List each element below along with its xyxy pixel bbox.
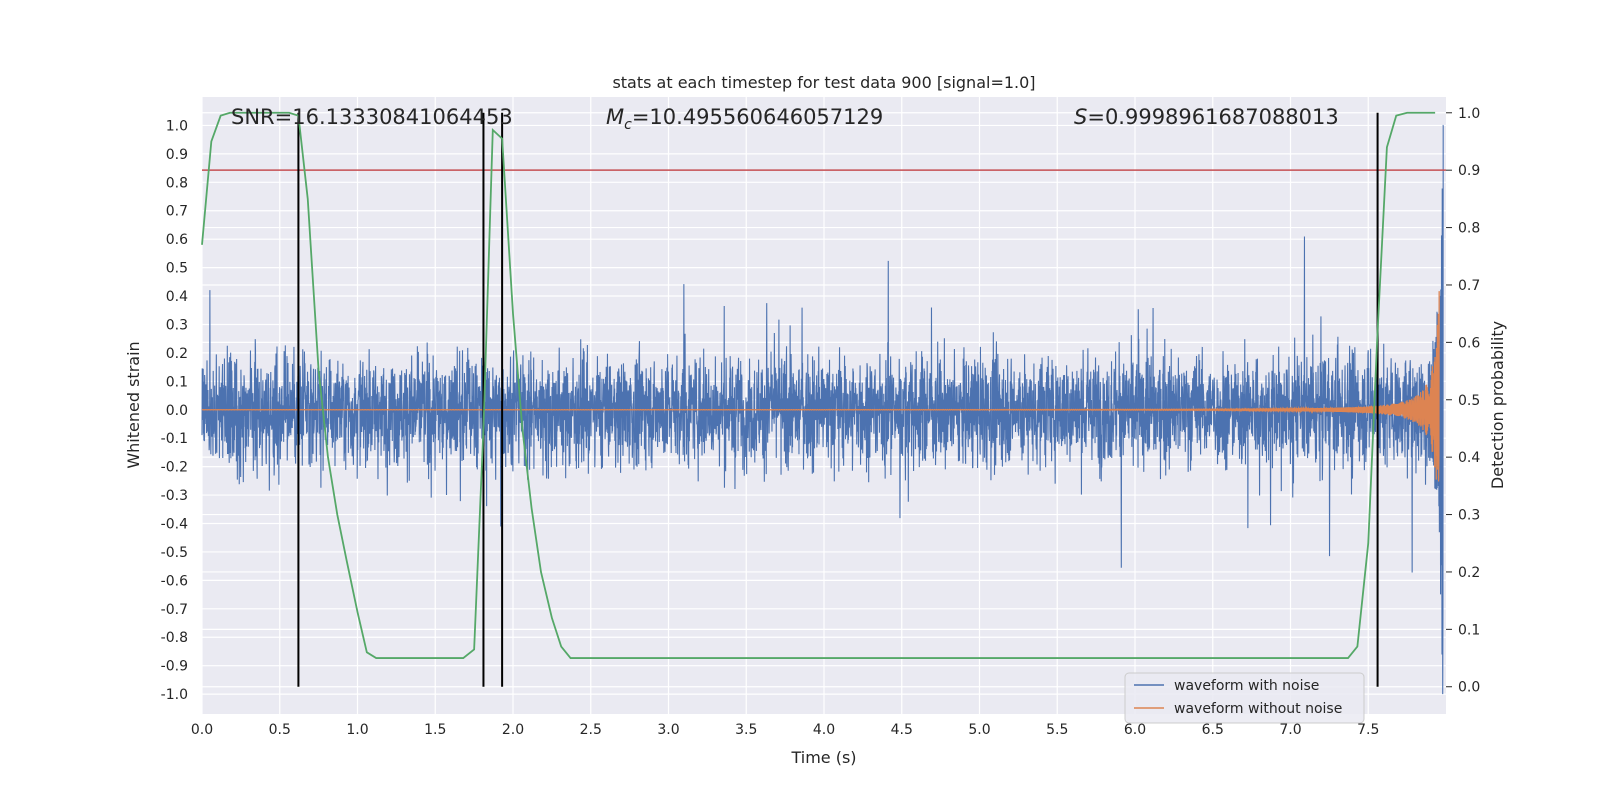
x-tick-label: 4.5 xyxy=(891,722,913,738)
chart-title: stats at each timestep for test data 900… xyxy=(612,73,1035,92)
y2-tick-label: 0.7 xyxy=(1458,278,1480,294)
y-tick-label: -0.5 xyxy=(161,545,188,561)
chirp-mass-annotation: Mc=10.495560646057129 xyxy=(606,105,883,133)
x-tick-label: 0.0 xyxy=(191,722,213,738)
detection-probability-line xyxy=(201,111,1436,659)
y-tick-label: 1.0 xyxy=(166,118,188,134)
x-tick-label: 6.5 xyxy=(1202,722,1224,738)
y-tick-label: 0.0 xyxy=(166,403,188,419)
y-tick-label: 0.2 xyxy=(166,346,188,362)
x-tick-label: 1.5 xyxy=(424,722,446,738)
y2-tick-label: 0.9 xyxy=(1458,163,1480,179)
y2-tick-label: 0.1 xyxy=(1458,622,1480,638)
y2-axis-label: Detection probability xyxy=(1488,321,1507,489)
y-tick-label: -0.7 xyxy=(161,602,188,618)
y2-tick-label: 0.4 xyxy=(1458,450,1480,466)
y-tick-label: -0.2 xyxy=(161,460,188,476)
legend: waveform with noise waveform without noi… xyxy=(1124,672,1365,724)
x-tick-label: 5.0 xyxy=(968,722,990,738)
legend-label-clean: waveform without noise xyxy=(1174,701,1342,717)
x-tick-label: 5.5 xyxy=(1046,722,1068,738)
x-tick-label: 0.5 xyxy=(269,722,291,738)
y2-tick-label: 0.0 xyxy=(1458,680,1480,696)
y-tick-label: -1.0 xyxy=(161,687,188,703)
y-tick-label: -0.1 xyxy=(161,431,188,447)
x-tick-label: 6.0 xyxy=(1124,722,1146,738)
significance-annotation: S=0.9998961687088013 xyxy=(1074,105,1339,129)
y-tick-label: 0.9 xyxy=(166,147,188,163)
y2-axis-ticks: 1.0 0.9 0.8 0.7 0.6 0.5 0.4 0.3 0.2 0.1 0.0 xyxy=(1446,106,1480,696)
y-tick-label: -0.8 xyxy=(161,630,188,646)
y-tick-label: -0.6 xyxy=(161,573,188,589)
legend-box xyxy=(1124,672,1365,724)
overlay-lines xyxy=(201,111,1446,687)
y-axis-ticks: 1.0 0.9 0.8 0.7 0.6 0.5 0.4 0.3 0.2 0.1 0.0 -0.1 -0.… xyxy=(161,118,188,703)
y2-tick-label: 0.3 xyxy=(1458,508,1480,524)
y2-tick-label: 0.2 xyxy=(1458,565,1480,581)
y-tick-label: 0.3 xyxy=(166,317,188,333)
x-tick-label: 7.0 xyxy=(1279,722,1301,738)
y-tick-label: -0.3 xyxy=(161,488,188,504)
waveform-with-noise-series xyxy=(201,124,1444,695)
y-tick-label: -0.4 xyxy=(161,516,188,532)
waveform-without-noise-series xyxy=(201,291,1440,482)
y2-tick-label: 0.5 xyxy=(1458,393,1480,409)
y2-tick-label: 0.6 xyxy=(1458,335,1480,351)
noise-waveform-line xyxy=(201,124,1444,695)
x-tick-label: 2.0 xyxy=(502,722,524,738)
x-tick-label: 2.5 xyxy=(580,722,602,738)
legend-label-noise: waveform with noise xyxy=(1174,678,1319,694)
y-tick-label: 0.1 xyxy=(166,374,188,390)
x-tick-label: 3.5 xyxy=(735,722,757,738)
x-axis-ticks: 0.0 0.5 1.0 1.5 2.0 2.5 3.0 3.5 4.0 4.5 5.0 5.5 6.0 6… xyxy=(191,722,1380,738)
y-tick-label: 0.6 xyxy=(166,232,188,248)
x-axis-label: Time (s) xyxy=(790,748,856,767)
y-tick-label: 0.8 xyxy=(166,175,188,191)
y-axis-label: Whitened strain xyxy=(124,341,143,468)
y-tick-label: 0.5 xyxy=(166,261,188,277)
x-tick-label: 1.0 xyxy=(346,722,368,738)
clean-waveform-line xyxy=(201,291,1440,482)
y2-tick-label: 0.8 xyxy=(1458,221,1480,237)
x-tick-label: 7.5 xyxy=(1357,722,1379,738)
snr-annotation: SNR=16.13330841064453 xyxy=(231,105,513,129)
y2-tick-label: 1.0 xyxy=(1458,106,1480,122)
x-tick-label: 3.0 xyxy=(657,722,679,738)
x-tick-label: 4.0 xyxy=(813,722,835,738)
y-tick-label: 0.4 xyxy=(166,289,188,305)
y-tick-label: -0.9 xyxy=(161,659,188,675)
y-tick-label: 0.7 xyxy=(166,204,188,220)
